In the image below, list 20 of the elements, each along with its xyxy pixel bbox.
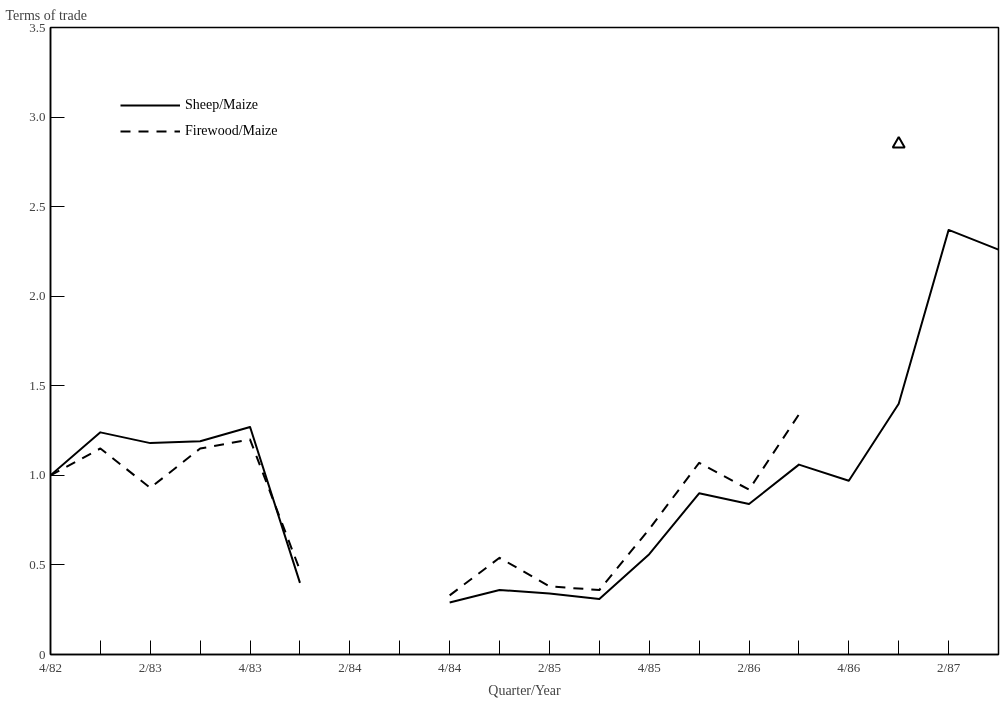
y-tick-label: 2.5: [29, 198, 46, 214]
x-tick-label: 4/83: [238, 659, 262, 675]
x-tick-label: 4/82: [38, 659, 63, 675]
x-tick-label: 4/84: [438, 659, 462, 675]
y-tick-label: 1.5: [29, 377, 46, 393]
x-axis-title: Quarter/Year: [488, 682, 562, 698]
y-tick-label: 2.0: [29, 288, 46, 304]
legend-label: Firewood/Maize: [185, 123, 278, 139]
y-tick-label: 3.0: [29, 109, 46, 125]
x-tick-label: 4/86: [837, 659, 861, 675]
y-tick-label: 1.0: [29, 467, 46, 483]
x-tick-label: 4/85: [637, 659, 661, 675]
x-tick-label: 2/87: [937, 659, 961, 675]
x-tick-label: 2/83: [138, 659, 162, 675]
y-tick-label: 0.5: [29, 556, 46, 572]
x-tick-label: 2/86: [737, 659, 762, 675]
y-tick-label: 0: [39, 646, 46, 662]
x-tick-label: 2/85: [537, 659, 562, 675]
legend-label: Sheep/Maize: [185, 97, 259, 113]
x-tick-label: 2/84: [338, 659, 362, 675]
